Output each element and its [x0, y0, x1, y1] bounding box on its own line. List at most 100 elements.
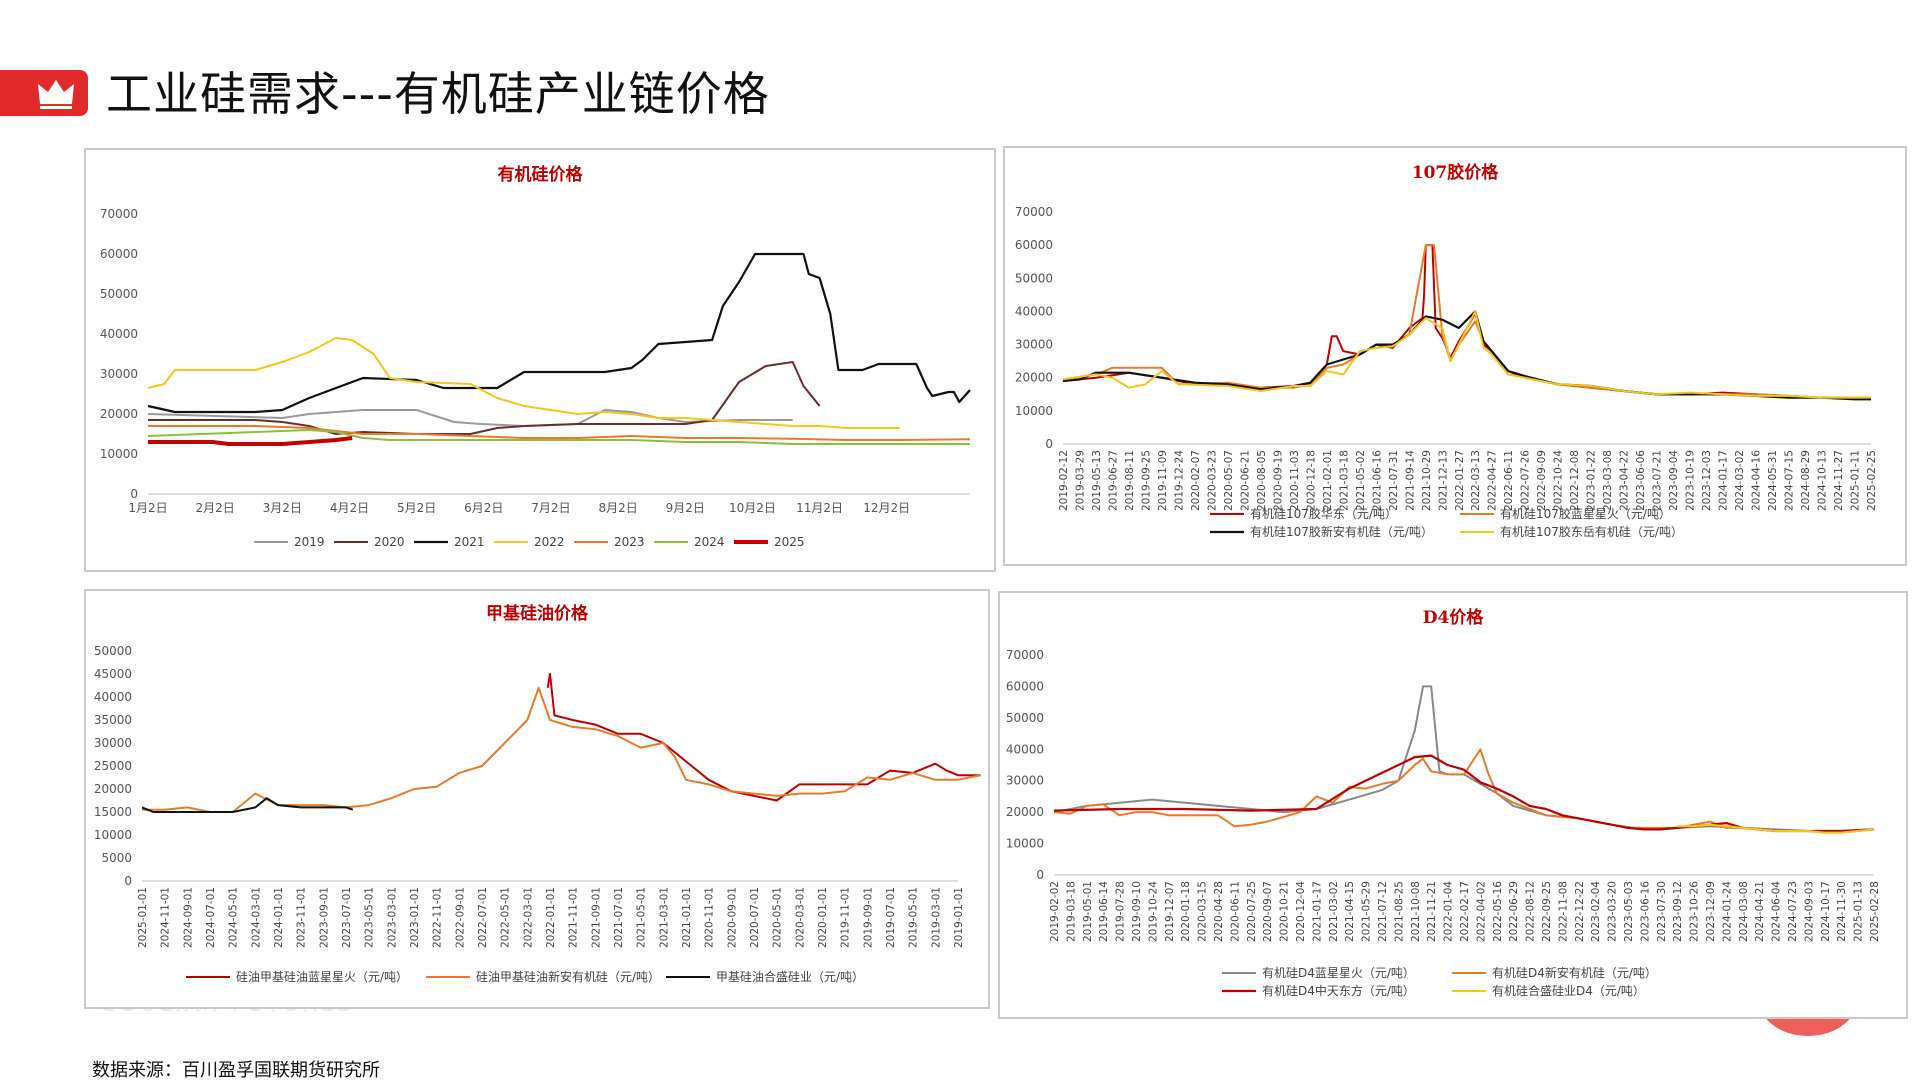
x-tick-label: 2019-06-14 [1098, 881, 1110, 942]
x-tick-label: 2019-02-02 [1049, 881, 1061, 942]
x-tick-label: 2025-02-25 [1866, 450, 1878, 511]
x-tick-label: 8月2日 [598, 501, 637, 515]
x-tick-label: 2021-07-31 [1388, 450, 1400, 511]
chart-panel-d4-price: D4价格 0 10000 20000 30000 40000 50000 60000 70000… [998, 591, 1908, 1019]
x-tick-label: 2022-06-29 [1508, 881, 1520, 942]
y-tick-label: 15000 [94, 805, 132, 819]
x-tick-label: 2021-09-01 [590, 887, 602, 948]
legend-label: 硅油甲基硅油新安有机硅（元/吨） [476, 969, 660, 984]
x-tick-label: 2023-03-20 [1607, 881, 1619, 942]
x-tick-label: 2020-09-01 [726, 887, 738, 948]
x-tick-label: 2019-02-12 [1058, 450, 1070, 511]
y-tick-label: 50000 [94, 644, 132, 658]
d4-price-chart: D4价格 0 10000 20000 30000 40000 50000 60000 70000… [1006, 607, 1881, 998]
x-tick-label: 2024-08-29 [1800, 450, 1812, 511]
x-tick-label: 2019-03-01 [930, 887, 942, 948]
series-line-1 [546, 673, 981, 802]
legend-label: 2021 [454, 535, 485, 549]
x-tick-label: 2019-07-28 [1115, 881, 1127, 942]
x-tick-label: 2024-05-01 [228, 887, 240, 948]
x-tick-label: 2022-05-16 [1492, 881, 1504, 942]
x-tick-label: 2019-09-01 [862, 887, 874, 948]
x-tick-label: 2019-05-01 [908, 887, 920, 948]
series-line-3 [141, 797, 354, 813]
x-tick-label: 2023-09-01 [318, 887, 330, 948]
y-tick-label: 5000 [101, 851, 132, 865]
x-tick-label: 2022-02-17 [1459, 881, 1471, 942]
x-tick-label: 2020-10-21 [1279, 881, 1291, 942]
legend-label: 2019 [294, 535, 325, 549]
series-line-2 [142, 686, 981, 813]
methyl-silicone-oil-price-chart: 甲基硅油价格 0 5000 10000 15000 20000 25000 30000 3500… [94, 603, 981, 984]
x-tick-label: 2022-12-22 [1574, 881, 1586, 942]
y-tick-label: 40000 [94, 690, 132, 704]
y-tick-label: 40000 [1006, 742, 1044, 756]
y-tick-label: 10000 [1015, 404, 1053, 418]
x-tick-label: 2025-01-11 [1850, 450, 1862, 511]
y-tick-label: 0 [1036, 868, 1044, 882]
x-tick-label: 2020-09-07 [1262, 881, 1274, 942]
x-tick-label: 2023-07-21 [1652, 450, 1664, 511]
series-line-4 [1677, 823, 1875, 834]
x-tick-label: 2023-07-30 [1656, 881, 1668, 942]
legend-label: 2022 [534, 535, 565, 549]
y-tick-label: 70000 [1015, 205, 1053, 219]
x-tick-label: 2024-11-01 [160, 887, 172, 948]
x-tick-label: 2023-06-16 [1639, 881, 1651, 942]
legend-label: 有机硅107胶新安有机硅（元/吨） [1250, 524, 1433, 539]
y-tick-label: 0 [130, 487, 138, 501]
x-tick-label: 2019-11-09 [1157, 450, 1169, 511]
x-tick-label: 2019-09-25 [1140, 450, 1152, 511]
series-line-2 [1062, 244, 1871, 399]
x-tick-label: 2023-11-01 [296, 887, 308, 948]
x-tick-label: 2020-07-25 [1246, 881, 1258, 942]
y-tick-label: 20000 [1006, 805, 1044, 819]
x-tick-label: 2024-09-03 [1803, 881, 1815, 942]
y-tick-label: 0 [1045, 437, 1053, 451]
x-tick-label: 2020-09-19 [1272, 450, 1284, 511]
page-title: 工业硅需求---有机硅产业链价格 [106, 67, 770, 121]
y-tick-label: 70000 [100, 207, 138, 221]
y-tick-label: 50000 [1006, 711, 1044, 725]
x-tick-label: 2019-05-01 [1082, 881, 1094, 942]
x-tick-label: 2021-02-01 [1322, 450, 1334, 511]
x-tick-label: 2月2日 [196, 501, 235, 515]
x-tick-label: 2020-12-04 [1295, 881, 1307, 942]
x-tick-label: 2022-11-08 [1557, 881, 1569, 942]
x-tick-label: 2023-02-04 [1590, 881, 1602, 942]
x-tick-label: 2022-03-01 [522, 887, 534, 948]
x-tick-label: 2022-01-01 [545, 887, 557, 948]
x-tick-label: 2024-01-01 [273, 887, 285, 948]
x-tick-label: 2021-11-01 [568, 887, 580, 948]
y-tick-label: 0 [124, 874, 132, 888]
x-tick-label: 2020-11-03 [1289, 450, 1301, 511]
legend-label: 有机硅D4中天东方（元/吨） [1262, 983, 1415, 998]
x-tick-label: 2021-10-08 [1410, 881, 1422, 942]
x-tick-label: 2019-09-10 [1131, 881, 1143, 942]
y-tick-label: 20000 [100, 407, 138, 421]
y-tick-label: 40000 [100, 327, 138, 341]
y-tick-label: 30000 [1015, 338, 1053, 352]
crown-icon [38, 80, 74, 109]
data-source-note: 数据来源：百川盈孚国联期货研究所 [92, 1060, 380, 1081]
x-tick-label: 2021-01-17 [1311, 881, 1323, 942]
x-tick-label: 2024-05-31 [1767, 450, 1779, 511]
x-tick-label: 2022-12-08 [1569, 450, 1581, 511]
legend-label: 有机硅107胶蓝星星火（元/吨） [1500, 506, 1671, 521]
x-tick-label: 2024-04-21 [1754, 881, 1766, 942]
y-tick-label: 10000 [1006, 837, 1044, 851]
x-tick-label: 2019-08-11 [1124, 450, 1136, 511]
x-tick-label: 2022-05-01 [500, 887, 512, 948]
legend-label: 有机硅合盛硅业D4（元/吨） [1492, 983, 1645, 998]
x-tick-label: 2024-07-23 [1787, 881, 1799, 942]
y-tick-label: 10000 [94, 828, 132, 842]
x-tick-label: 2022-09-25 [1541, 881, 1553, 942]
y-tick-label: 30000 [94, 736, 132, 750]
x-tick-label: 2023-06-06 [1635, 450, 1647, 511]
legend-label: 2020 [374, 535, 405, 549]
series-line-2 [1053, 748, 1875, 834]
y-tick-label: 20000 [94, 782, 132, 796]
x-tick-label: 2021-03-18 [1338, 450, 1350, 511]
x-tick-label: 2024-03-01 [250, 887, 262, 948]
x-tick-label: 2019-12-07 [1164, 881, 1176, 942]
